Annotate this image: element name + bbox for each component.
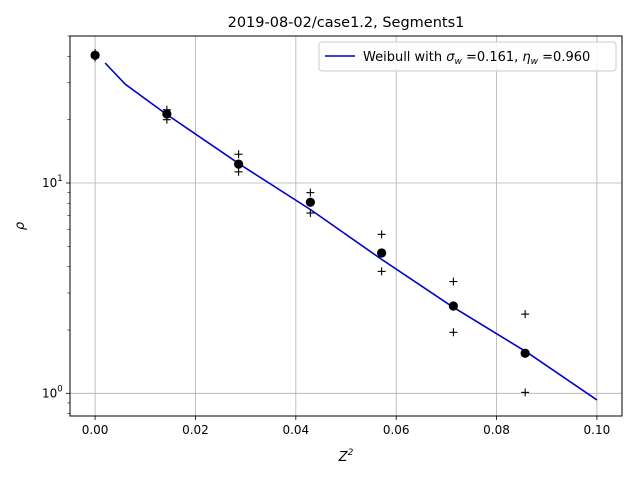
sample-point-1 [91, 53, 100, 62]
legend-label-sigma-value: =0.161, [462, 50, 523, 65]
x-tick-label-4: 0.08 [483, 423, 510, 437]
y-tick-label-base-1: 10 [42, 176, 57, 190]
sample-point-2 [162, 105, 171, 114]
mean-point-4 [377, 248, 387, 258]
grid-lines [70, 36, 622, 416]
sample-point-12 [521, 310, 530, 319]
plot-frame [69, 35, 623, 417]
sample-point-5 [234, 167, 243, 176]
legend-label-eta: η [522, 50, 530, 65]
legend-label-eta-sub: w [531, 57, 539, 67]
legend: Weibull with σw =0.161, ηw =0.960 [318, 41, 617, 72]
chart-title: 2019-08-02/case1.2, Segments1 [228, 15, 465, 31]
legend-label-sigma-sub: w [455, 57, 463, 67]
mean-point-1 [162, 109, 172, 119]
x-axis-ticks: 0.00 0.02 0.04 0.06 0.08 0.10 [82, 416, 611, 437]
legend-label-prefix: Weibull with [363, 50, 446, 65]
y-tick-label-exp-0: 0 [57, 384, 62, 394]
sample-point-11 [449, 328, 458, 337]
mean-point-6 [520, 348, 530, 358]
x-tick-label-0: 0.00 [82, 423, 109, 437]
y-axis-label: ρ [13, 221, 28, 230]
legend-label-eta-value: =0.960 [538, 50, 590, 65]
legend-label: Weibull with σw =0.161, ηw =0.960 [363, 50, 590, 67]
y-tick-label-base-0: 10 [42, 386, 57, 400]
sample-point-6 [306, 188, 315, 197]
x-tick-label-2: 0.04 [282, 423, 309, 437]
mean-point-5 [448, 301, 458, 311]
x-tick-label-1: 0.02 [182, 423, 209, 437]
sample-point-13 [521, 388, 530, 397]
legend-label-sigma: σ [446, 50, 455, 65]
sample-point-3 [162, 115, 171, 124]
sample-point-9 [377, 267, 386, 276]
x-axis-label-base: Z [338, 450, 349, 465]
y-tick-label-1: 101 [42, 174, 63, 190]
data-points-layer [90, 49, 530, 397]
x-tick-label-5: 0.10 [584, 423, 611, 437]
sample-point-4 [234, 150, 243, 159]
legend-box [318, 41, 617, 72]
mean-point-3 [305, 197, 315, 207]
sample-point-8 [377, 230, 386, 239]
sample-point-10 [449, 277, 458, 286]
x-tick-label-3: 0.06 [383, 423, 410, 437]
x-axis-label: Z2 [338, 448, 354, 465]
y-tick-label-exp-1: 1 [57, 174, 62, 184]
x-axis-label-sup: 2 [348, 448, 354, 458]
sample-point-7 [306, 209, 315, 218]
mean-point-2 [234, 159, 244, 169]
y-tick-label-0: 100 [42, 384, 63, 400]
